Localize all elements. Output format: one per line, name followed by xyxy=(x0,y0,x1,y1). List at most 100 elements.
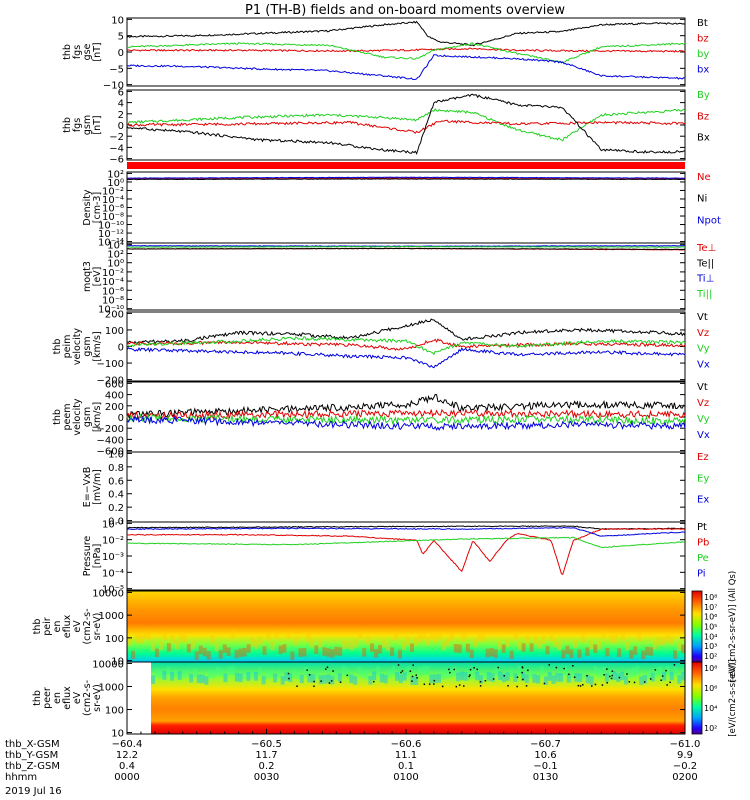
spectrogram-texture xyxy=(566,674,571,683)
spectrogram-texture xyxy=(154,648,159,658)
series-line-Pb xyxy=(126,528,686,575)
spectrogram-texture xyxy=(479,675,483,684)
spectrogram-texture xyxy=(465,643,470,653)
spectrogram-speckle xyxy=(423,683,426,685)
spectrogram-texture xyxy=(292,669,297,678)
spectrogram-speckle xyxy=(339,681,342,683)
spectrogram-texture xyxy=(269,669,274,679)
y-tick-label: 10000 xyxy=(92,588,124,599)
spectrogram-texture xyxy=(376,666,380,675)
spectrogram-speckle xyxy=(453,668,455,671)
y-tick-label: −4 xyxy=(109,143,124,154)
colorbar-tick-label: 10⁷ xyxy=(704,603,717,612)
y-axis-label: gsm xyxy=(82,115,93,135)
y-axis-label: [cm-3] xyxy=(92,192,103,223)
x-row-value: 0200 xyxy=(672,772,697,783)
spectrogram-speckle xyxy=(579,685,582,687)
flag-bar xyxy=(127,162,685,169)
spectrogram-texture xyxy=(641,650,646,660)
spectrogram-speckle xyxy=(601,684,604,686)
spectrogram-texture xyxy=(540,665,545,675)
y-axis-label: [km/s] xyxy=(92,402,103,432)
y-tick-label: 10000 xyxy=(92,659,124,670)
y-tick-label: 10⁻² xyxy=(102,536,124,547)
spectrogram-texture xyxy=(230,630,235,639)
spectrogram-texture xyxy=(222,644,227,653)
x-row-value: 12.2 xyxy=(116,750,138,761)
y-axis-label: thb xyxy=(62,44,73,60)
spectrogram-texture xyxy=(529,643,534,652)
spectrogram-speckle xyxy=(665,669,667,672)
spectrogram-speckle xyxy=(525,685,528,687)
y-tick-label: 10⁻⁸ xyxy=(102,212,124,223)
spectrogram-texture xyxy=(142,630,147,639)
colorbar-tick-label: 10⁸ xyxy=(704,664,717,673)
spectrogram-texture xyxy=(565,645,570,655)
y-tick-label: 2 xyxy=(118,110,124,121)
y-tick-label: 10⁻¹⁰ xyxy=(98,221,124,232)
spectrogram-texture xyxy=(541,635,546,644)
legend-label: Pi xyxy=(697,569,706,580)
spectrogram-texture xyxy=(206,651,211,660)
spectrogram-texture xyxy=(557,641,562,651)
spectrogram-speckle xyxy=(497,666,499,669)
legend-label: Bx xyxy=(697,133,710,144)
y-tick-label: 10⁰ xyxy=(107,178,124,189)
y-tick-label: 10⁻¹ xyxy=(102,519,124,530)
spectrogram-texture xyxy=(437,630,442,640)
spectrogram-texture xyxy=(395,672,400,681)
spectrogram-texture xyxy=(681,644,685,653)
spectrogram-texture xyxy=(341,666,346,675)
spectrogram-texture xyxy=(266,632,271,641)
x-row-label: thb_Y-GSM xyxy=(5,750,58,761)
spectrogram-speckle xyxy=(606,682,608,684)
spectrogram-texture xyxy=(190,640,195,650)
spectrogram-speckle xyxy=(415,674,417,676)
data-gap xyxy=(127,662,151,734)
spectrogram-speckle xyxy=(643,681,646,683)
spectrogram-texture xyxy=(139,635,143,644)
spectrogram-speckle xyxy=(306,669,308,671)
spectrogram-speckle xyxy=(543,682,546,685)
y-tick-label: 0 xyxy=(118,48,124,59)
spectrogram-texture xyxy=(210,634,215,644)
spectrogram-texture xyxy=(570,669,575,679)
x-row-value: −61.0 xyxy=(670,739,701,750)
y-tick-label: −6 xyxy=(109,155,124,166)
spectrogram-texture xyxy=(390,647,395,656)
spectrogram-speckle xyxy=(516,676,519,678)
spectrogram-texture xyxy=(366,635,371,645)
panel-fgs_gse: 10 5 0 −5 −10 thb fgs gse [nT] Bt bz by bx xyxy=(62,15,709,91)
spectrogram-texture xyxy=(440,670,445,680)
y-axis-label: gsm xyxy=(82,407,93,427)
spectrogram-texture xyxy=(453,644,458,653)
spectrogram-texture xyxy=(509,650,514,660)
legend-label: Ex xyxy=(697,495,709,506)
spectrogram-texture xyxy=(265,670,270,680)
spectrogram-texture xyxy=(418,666,422,676)
spectrogram-texture xyxy=(226,647,231,656)
spectrogram-texture xyxy=(444,670,449,679)
spectrogram-texture xyxy=(489,648,494,657)
y-tick-label: 10⁻⁶ xyxy=(102,286,124,297)
y-axis-label: eflux xyxy=(62,614,73,638)
spectrogram-texture xyxy=(212,669,216,678)
y-axis-label: [km/s] xyxy=(92,331,103,361)
spectrogram-speckle xyxy=(548,664,550,666)
spectrogram-texture xyxy=(441,641,446,651)
legend-label: Ey xyxy=(697,473,709,484)
spectrogram-texture xyxy=(284,672,289,681)
spectrogram-texture xyxy=(669,671,674,681)
legend-label: Vx xyxy=(697,359,710,370)
spectrogram-texture xyxy=(250,637,255,647)
spectrogram-texture xyxy=(445,638,450,647)
spectrogram-texture xyxy=(234,672,239,682)
y-tick-label: 0.8 xyxy=(108,463,124,474)
spectrogram-speckle xyxy=(673,664,676,666)
x-row-value: 9.9 xyxy=(677,750,693,761)
spectrogram-texture xyxy=(303,667,308,676)
spectrogram-texture xyxy=(177,671,182,680)
spectrogram-texture xyxy=(270,641,275,651)
spectrogram-texture xyxy=(166,666,171,676)
spectrogram-speckle xyxy=(522,678,524,681)
